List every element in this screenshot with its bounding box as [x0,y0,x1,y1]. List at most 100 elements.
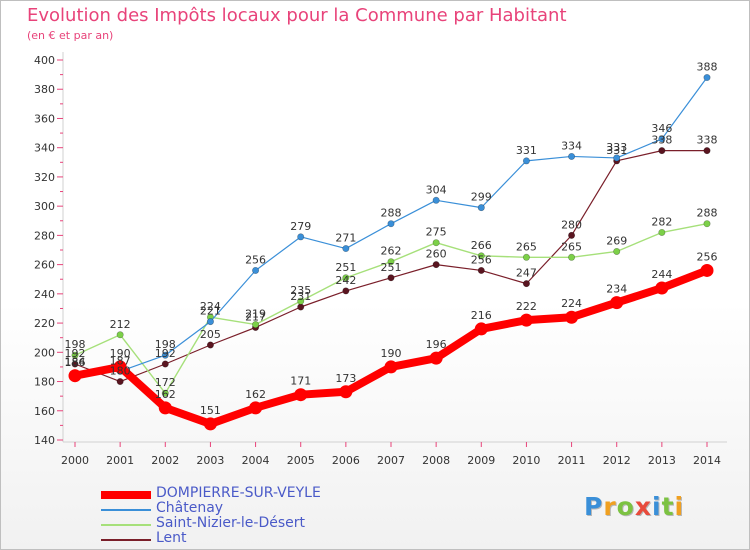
data-label: 217 [245,310,266,323]
data-label: 186 [65,356,86,369]
y-tick-label: 140 [34,434,55,447]
data-point-2 [432,239,440,247]
data-point-2 [568,253,576,261]
y-tick-label: 380 [34,83,55,96]
data-point-1 [658,135,666,143]
data-point-2 [522,253,530,261]
data-point-3 [71,360,79,368]
data-point-1 [477,204,485,212]
data-point-1 [342,245,350,253]
data-label: 162 [155,388,176,401]
data-label: 262 [381,245,402,258]
data-label: 304 [426,183,447,196]
data-point-3 [522,280,530,288]
data-label: 190 [110,347,131,360]
data-label: 334 [561,139,582,152]
data-label: 219 [245,308,266,321]
data-label: 196 [426,338,447,351]
data-label: 198 [155,338,176,351]
data-label: 247 [516,267,537,280]
data-label: 171 [290,375,311,388]
y-tick-label: 360 [34,112,55,125]
data-label: 222 [516,300,537,313]
data-point-1 [522,157,530,165]
data-label: 192 [155,347,176,360]
data-point-0 [294,388,308,402]
data-label: 331 [606,144,627,157]
data-point-3 [703,147,711,155]
data-label: 242 [335,274,356,287]
data-point-1 [387,220,395,228]
data-point-3 [387,274,395,282]
legend-label: Lent [156,530,187,546]
data-point-3 [116,378,124,386]
data-label: 288 [381,207,402,220]
data-label: 346 [651,122,672,135]
x-tick-label: 2004 [242,454,270,467]
legend-swatch [101,491,151,499]
data-point-1 [252,266,260,274]
data-label: 333 [606,141,627,154]
data-label: 338 [651,134,672,147]
y-tick-label: 180 [34,376,55,389]
y-tick-label: 300 [34,200,55,213]
data-point-0 [474,322,488,336]
y-tick-label: 280 [34,229,55,242]
data-label: 173 [335,372,356,385]
y-tick-label: 320 [34,171,55,184]
data-point-2 [252,321,260,329]
x-tick-label: 2001 [106,454,134,467]
data-point-2 [71,351,79,359]
data-point-1 [297,233,305,241]
legend-swatch [101,539,151,541]
chart-subtitle: (en € et par an) [27,29,114,42]
legend-label: DOMPIERRE-SUR-VEYLE [156,485,321,501]
x-tick-label: 2010 [512,454,540,467]
y-tick-label: 220 [34,317,55,330]
data-label: 279 [290,220,311,233]
data-label: 198 [65,338,86,351]
data-point-1 [206,318,214,326]
data-label: 244 [651,268,672,281]
x-tick-label: 2005 [287,454,315,467]
data-label: 299 [471,191,492,204]
data-point-3 [432,261,440,269]
data-point-3 [161,360,169,368]
data-point-2 [297,297,305,305]
data-label: 282 [651,215,672,228]
data-point-2 [703,220,711,228]
data-label: 280 [561,218,582,231]
chart-title: Evolution des Impôts locaux pour la Comm… [27,5,567,26]
y-tick-label: 200 [34,346,55,359]
x-tick-label: 2009 [467,454,495,467]
legend-label: Saint-Nizier-le-Désert [156,515,305,531]
data-point-0 [610,296,624,310]
data-label: 224 [200,300,221,313]
data-label: 256 [245,253,266,266]
data-point-3 [206,341,214,349]
x-tick-label: 2000 [61,454,89,467]
data-label: 331 [516,144,537,157]
data-label: 151 [200,404,221,417]
y-tick-label: 240 [34,288,55,301]
data-point-1 [161,351,169,359]
data-label: 224 [561,297,582,310]
data-label: 265 [561,240,582,253]
data-label: 192 [65,347,86,360]
data-point-0 [384,360,398,374]
proxiti-logo: Proxiti [584,492,685,521]
data-point-0 [203,417,217,431]
data-label: 205 [200,328,221,341]
x-tick-label: 2014 [693,454,721,467]
data-label: 221 [200,305,221,318]
x-tick-label: 2008 [422,454,450,467]
data-label: 269 [606,234,627,247]
data-label: 180 [110,365,131,378]
data-point-1 [703,74,711,82]
data-point-2 [161,389,169,397]
x-tick-label: 2011 [558,454,586,467]
x-tick-label: 2002 [151,454,179,467]
data-point-0 [519,313,533,327]
data-point-0 [68,369,82,383]
